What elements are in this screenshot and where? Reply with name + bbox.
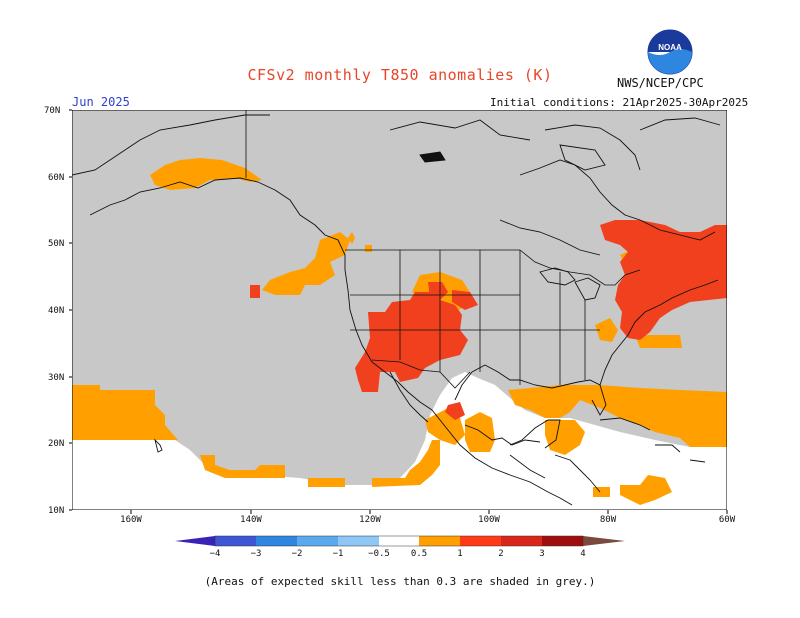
colorbar-label: 2 [498,549,503,559]
longitude-axis: 160W 140W 120W 100W 80W 60W [120,510,736,525]
colorbar-label: 1 [457,549,462,559]
lat-tick: 30N [48,373,72,383]
noaa-logo: NOAA [647,29,693,75]
colorbar-label: −1 [333,549,344,559]
svg-text:80W: 80W [600,515,617,525]
colorbar-segment [297,536,338,546]
colorbar-labels: −4 −3 −2 −1 −0.5 0.5 1 2 3 4 [210,549,586,559]
svg-text:140W: 140W [240,515,262,525]
colorbar-label: −3 [251,549,262,559]
lat-tick: 70N [44,106,72,116]
lon-tick: 140W [240,510,262,525]
initial-conditions: Initial conditions: 21Apr2025-30Apr2025 [490,96,749,109]
lat-tick: 60N [48,173,72,183]
svg-text:20N: 20N [48,439,64,449]
svg-text:70N: 70N [44,106,60,116]
colorbar-high-arrow [583,536,625,546]
lon-tick: 60W [719,510,736,525]
lat-tick: 10N [48,506,72,516]
colorbar-label: −4 [210,549,221,559]
colorbar-low-arrow [175,536,215,546]
agency-label: NWS/NCEP/CPC [617,76,704,90]
colorbar-label: 0.5 [411,549,427,559]
colorbar-segment [256,536,297,546]
lat-tick: 20N [48,439,72,449]
svg-text:50N: 50N [48,239,64,249]
colorbar-segment [215,536,256,546]
lon-tick: 160W [120,510,142,525]
colorbar-label: −2 [292,549,303,559]
political-borders [245,110,641,479]
colorbar-segment [379,536,419,546]
colorbar-segment [338,536,379,546]
lat-tick: 50N [48,239,72,249]
svg-text:120W: 120W [359,515,381,525]
svg-text:10N: 10N [48,506,64,516]
colorbar-segment [460,536,501,546]
svg-text:NOAA: NOAA [658,43,682,52]
svg-text:100W: 100W [478,515,500,525]
forecast-month: Jun 2025 [72,95,130,109]
colorbar: −4 −3 −2 −1 −0.5 0.5 1 2 3 4 [175,535,625,559]
map-title: CFSv2 monthly T850 anomalies (K) [247,66,553,84]
latitude-axis: 70N 60N 50N 40N 30N 20N 10N [44,106,72,516]
colorbar-label: −0.5 [368,549,390,559]
svg-text:30N: 30N [48,373,64,383]
lon-tick: 100W [478,510,500,525]
colorbar-segment [419,536,460,546]
colorbar-segment [501,536,542,546]
svg-text:60W: 60W [719,515,736,525]
lon-tick: 120W [359,510,381,525]
svg-text:40N: 40N [48,306,64,316]
footnote: (Areas of expected skill less than 0.3 a… [204,575,596,588]
coastlines [72,114,721,506]
lon-tick: 80W [600,510,617,525]
svg-text:60N: 60N [48,173,64,183]
svg-text:160W: 160W [120,515,142,525]
colorbar-segment [542,536,583,546]
lat-tick: 40N [48,306,72,316]
colorbar-label: 4 [580,549,585,559]
colorbar-label: 3 [539,549,544,559]
